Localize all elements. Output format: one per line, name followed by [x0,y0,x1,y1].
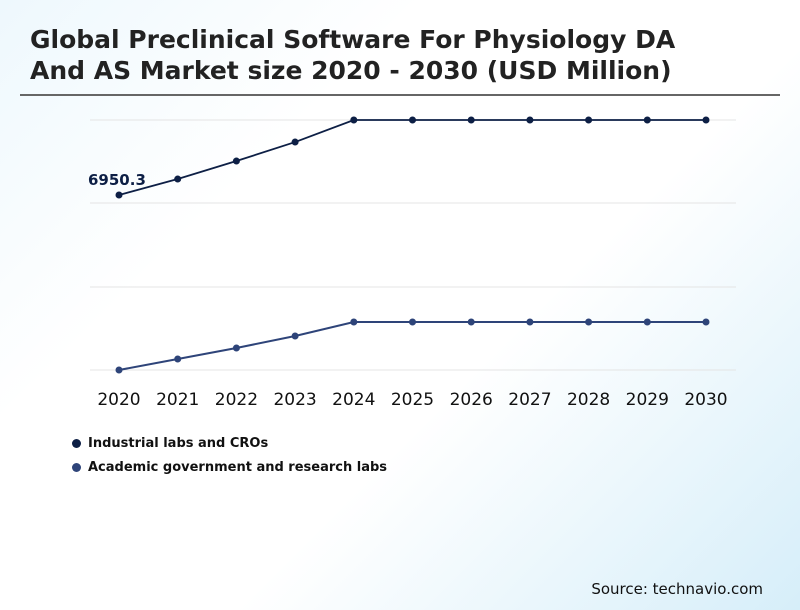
legend-label: Industrial labs and CROs [88,436,269,451]
legend-marker-icon [72,463,81,472]
x-tick-label: 2022 [215,390,258,410]
x-tick-label: 2020 [97,390,140,410]
x-tick-label: 2027 [508,390,551,410]
data-point [702,318,710,326]
legend-label: Academic government and research labs [88,460,388,475]
data-point [526,318,534,326]
data-point [526,116,534,124]
data-label: 6950.3 [88,171,146,189]
data-point [585,116,593,124]
data-point [585,318,593,326]
data-point [291,332,299,340]
data-point [232,344,240,352]
data-point [467,318,475,326]
data-point [115,366,123,374]
data-point [115,191,123,199]
legend-item-industrial: Industrial labs and CROs [72,436,268,451]
source-text: Source: technavio.com [591,580,763,598]
x-tick-label: 2028 [567,390,610,410]
series-line-1 [118,321,706,371]
x-tick-label: 2030 [684,390,727,410]
x-tick-label: 2021 [156,390,199,410]
data-point [409,318,416,326]
x-tick-label: 2023 [273,390,316,410]
x-tick-label: 2029 [626,390,669,410]
data-point [702,116,710,124]
data-point [232,157,240,165]
title-divider [20,94,780,96]
legend-item-academic: Academic government and research labs [72,460,387,475]
data-point [643,318,651,326]
data-point [350,116,358,124]
data-point [174,175,182,183]
legend-marker-icon [72,439,81,448]
data-point [350,318,358,326]
data-point [409,116,416,124]
data-point [467,116,475,124]
chart-title: Global Preclinical Software For Physiolo… [30,25,676,85]
series-line-0 [118,119,706,196]
x-tick-label: 2026 [450,390,493,410]
x-tick-label: 2024 [332,390,375,410]
data-point [291,138,299,146]
data-point [174,355,182,363]
data-point [643,116,651,124]
x-tick-label: 2025 [391,390,434,410]
